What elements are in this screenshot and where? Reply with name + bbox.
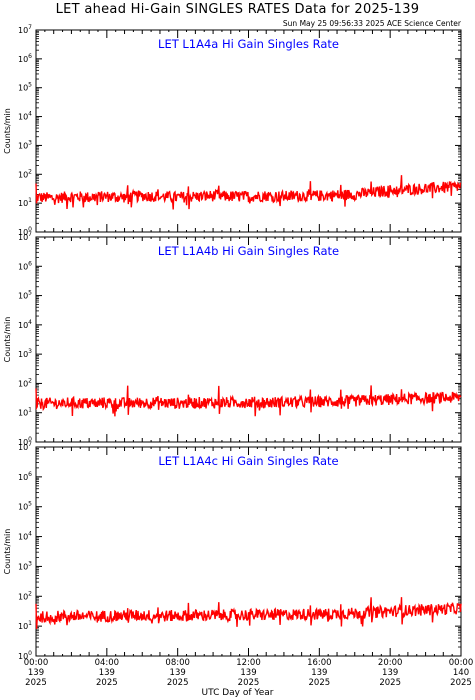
series-line (35, 385, 462, 417)
y-tick-label: 105 (18, 290, 32, 301)
y-tick-label: 100 (18, 650, 32, 661)
y-tick-label: 100 (18, 436, 32, 447)
series-line (35, 175, 462, 210)
x-tick-label: 139 (170, 668, 186, 678)
y-tick-label: 107 (18, 24, 32, 35)
series-line (35, 597, 462, 630)
y-axis-label: Counts/min (3, 108, 12, 154)
x-tick-label: 04:00 (95, 658, 120, 668)
x-tick-label: 139 (382, 668, 398, 678)
x-tick-label: 140 (453, 668, 469, 678)
y-tick-label: 101 (18, 407, 32, 418)
y-tick-label: 103 (18, 348, 32, 359)
y-tick-label: 101 (18, 197, 32, 208)
x-axis-label: UTC Day of Year (201, 688, 274, 698)
y-tick-label: 104 (18, 531, 32, 542)
y-tick-label: 102 (18, 377, 32, 388)
x-tick-label: 12:00 (236, 658, 261, 668)
x-tick-label: 08:00 (165, 658, 190, 668)
panel-frame (35, 236, 462, 443)
y-tick-label: 106 (18, 260, 32, 271)
y-tick-label: 105 (18, 82, 32, 93)
x-tick-label: 2025 (379, 678, 401, 688)
x-tick-label: 2025 (25, 678, 47, 688)
x-tick-label: 139 (28, 668, 44, 678)
x-tick-label: 00:00 (449, 658, 474, 668)
x-tick-label: 2025 (309, 678, 331, 688)
y-tick-label: 102 (18, 590, 32, 601)
panel-title: LET L1A4b Hi Gain Singles Rate (158, 244, 339, 258)
x-tick-label: 139 (311, 668, 327, 678)
y-axis-label: Counts/min (3, 529, 12, 575)
x-tick-label: 00:00 (24, 658, 49, 668)
x-tick-label: 20:00 (378, 658, 403, 668)
page-title: LET ahead Hi-Gain SINGLES RATES Data for… (55, 2, 420, 17)
y-tick-label: 101 (18, 620, 32, 631)
x-tick-label: 2025 (450, 678, 472, 688)
y-tick-label: 107 (18, 441, 32, 452)
panel-title: LET L1A4a Hi Gain Singles Rate (158, 37, 339, 51)
y-tick-label: 105 (18, 501, 32, 512)
x-tick-label: 16:00 (307, 658, 332, 668)
x-tick-label: 2025 (96, 678, 118, 688)
timestamp: Sun May 25 09:56:33 2025 ACE Science Cen… (282, 19, 461, 28)
y-axis-label: Counts/min (3, 317, 12, 363)
x-tick-label: 2025 (238, 678, 260, 688)
x-tick-label: 2025 (167, 678, 189, 688)
x-tick-label: 139 (240, 668, 256, 678)
y-tick-label: 106 (18, 53, 32, 64)
y-tick-label: 103 (18, 560, 32, 571)
panel-title: LET L1A4c Hi Gain Singles Rate (158, 454, 338, 468)
panel-frame (35, 446, 462, 657)
x-tick-label: 139 (99, 668, 115, 678)
y-tick-label: 103 (18, 139, 32, 150)
y-tick-label: 104 (18, 111, 32, 122)
y-tick-label: 100 (18, 226, 32, 237)
y-tick-label: 102 (18, 168, 32, 179)
y-tick-label: 104 (18, 319, 32, 330)
y-tick-label: 107 (18, 231, 32, 242)
y-tick-label: 106 (18, 471, 32, 482)
